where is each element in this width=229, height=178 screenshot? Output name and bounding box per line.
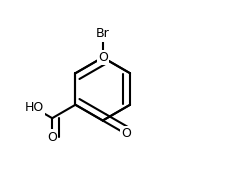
Text: Br: Br xyxy=(95,27,109,40)
Text: O: O xyxy=(120,127,130,140)
Text: O: O xyxy=(47,131,57,144)
Text: HO: HO xyxy=(25,101,44,114)
Text: O: O xyxy=(97,51,107,64)
